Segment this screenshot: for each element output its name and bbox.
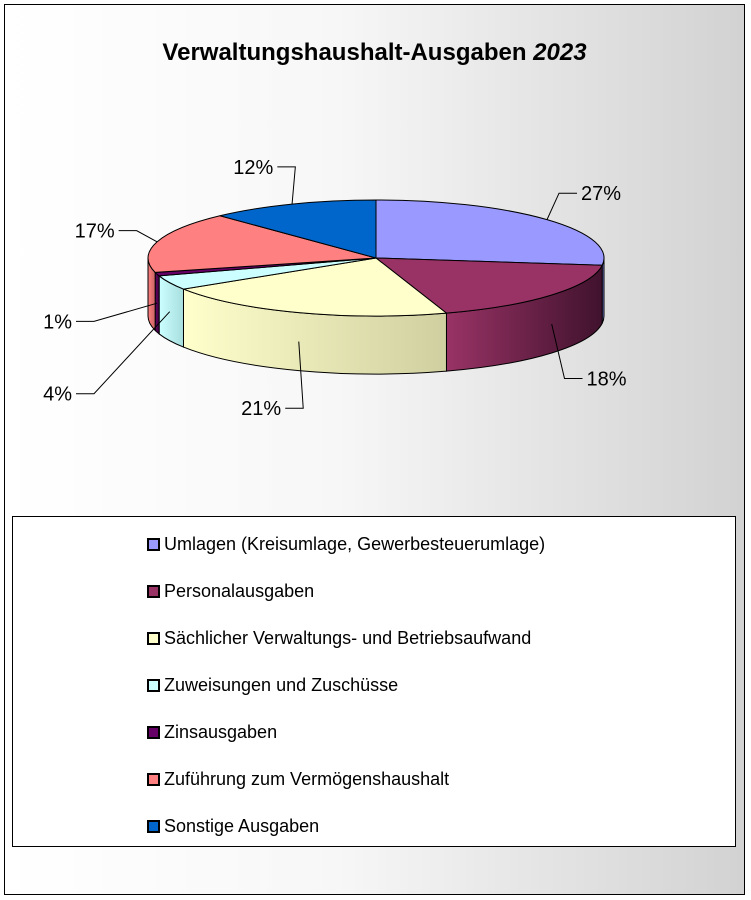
legend-swatch — [147, 537, 160, 551]
data-label: 1% — [43, 311, 72, 333]
legend-item: Umlagen (Kreisumlage, Gewerbesteuerumlag… — [147, 533, 545, 555]
leader-line — [76, 311, 171, 395]
legend-label: Umlagen (Kreisumlage, Gewerbesteuerumlag… — [164, 533, 546, 554]
pie-slice-zuf-hrung-zum-verm-genshaushalt — [147, 215, 377, 273]
data-label: 21% — [241, 398, 281, 420]
leader-line — [285, 341, 304, 409]
legend-swatch — [147, 584, 160, 598]
legend-label: Zinsausgaben — [164, 721, 278, 742]
legend-item: Sonstige Ausgaben — [147, 815, 319, 837]
title-text: Verwaltungshaushalt-Ausgaben — [162, 39, 527, 66]
chart-legend: Umlagen (Kreisumlage, Gewerbesteuerumlag… — [12, 516, 736, 847]
legend-label: Sächlicher Verwaltungs- und Betriebsaufw… — [164, 627, 532, 648]
legend-label: Zuweisungen und Zuschüsse — [164, 674, 399, 695]
legend-label: Zuführung zum Vermögenshaushalt — [164, 768, 450, 789]
legend-swatch — [147, 819, 160, 833]
legend-swatch — [147, 631, 160, 645]
pie-slice-umlagen-kreisumlage-gewerbesteuerumlage — [375, 199, 605, 266]
chart-area: Verwaltungshaushalt-Ausgaben 2023 27% 18%… — [4, 4, 745, 895]
pie-slice-s-chlicher-verwaltungs-und-betriebsaufwand — [181, 257, 448, 317]
legend-swatch — [147, 772, 160, 786]
legend-swatch — [147, 678, 160, 692]
legend-item: Zuführung zum Vermögenshaushalt — [147, 768, 449, 790]
legend-item: Zinsausgaben — [147, 721, 277, 743]
legend-item: Zuweisungen und Zuschüsse — [147, 674, 398, 696]
legend-item: Sächlicher Verwaltungs- und Betriebsaufw… — [147, 627, 531, 649]
legend-label: Sonstige Ausgaben — [164, 815, 320, 836]
pie-slice-sonstige-ausgaben — [219, 199, 377, 259]
legend-swatch — [147, 725, 160, 739]
data-label: 27% — [581, 183, 621, 205]
data-label: 18% — [586, 368, 626, 390]
leader-line — [546, 192, 578, 220]
legend-item: Personalausgaben — [147, 580, 314, 602]
leader-line — [551, 323, 583, 379]
leader-line — [277, 166, 296, 205]
pie-slice-personalausgaben — [374, 257, 603, 314]
data-label: 17% — [75, 221, 115, 243]
data-label: 12% — [233, 157, 273, 179]
leader-line — [118, 230, 158, 243]
title-year: 2023 — [533, 39, 587, 66]
data-label: 4% — [43, 384, 72, 406]
pie-chart: 27% 18% 21% 4% 1% 17% 12% — [43, 157, 627, 420]
chart-title: Verwaltungshaushalt-Ausgaben 2023 — [5, 39, 744, 67]
legend-label: Personalausgaben — [164, 580, 315, 601]
leader-line — [76, 302, 158, 322]
